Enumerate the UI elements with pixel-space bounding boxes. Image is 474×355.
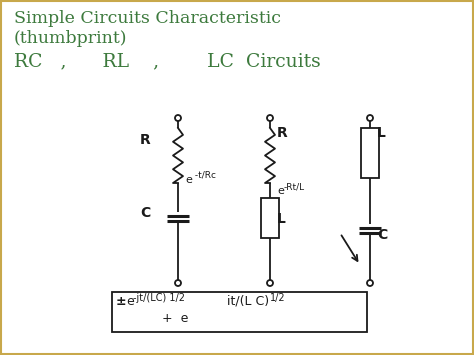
Text: R: R — [277, 126, 288, 140]
Text: -jt/(LC) 1/2: -jt/(LC) 1/2 — [133, 293, 185, 303]
Text: (thumbprint): (thumbprint) — [14, 30, 128, 47]
Text: -t/Rc: -t/Rc — [192, 171, 216, 180]
Text: C: C — [377, 228, 387, 242]
Text: L: L — [377, 126, 386, 140]
Text: Simple Circuits Characteristic: Simple Circuits Characteristic — [14, 10, 281, 27]
Text: L: L — [277, 212, 286, 226]
Text: e: e — [277, 186, 284, 196]
Text: -Rt/L: -Rt/L — [284, 182, 305, 191]
Text: 1/2: 1/2 — [270, 293, 286, 303]
Text: RC   ,      RL    ,        LC  Circuits: RC , RL , LC Circuits — [14, 52, 321, 70]
Text: R: R — [140, 133, 151, 147]
Text: C: C — [140, 206, 150, 220]
Text: ±: ± — [116, 295, 127, 308]
Bar — [261, 198, 279, 238]
Text: it/(L C): it/(L C) — [227, 295, 269, 308]
Text: e: e — [185, 175, 192, 185]
Bar — [112, 292, 367, 332]
Bar — [361, 128, 379, 178]
Text: +  e: + e — [162, 312, 188, 325]
Text: e: e — [126, 295, 134, 308]
